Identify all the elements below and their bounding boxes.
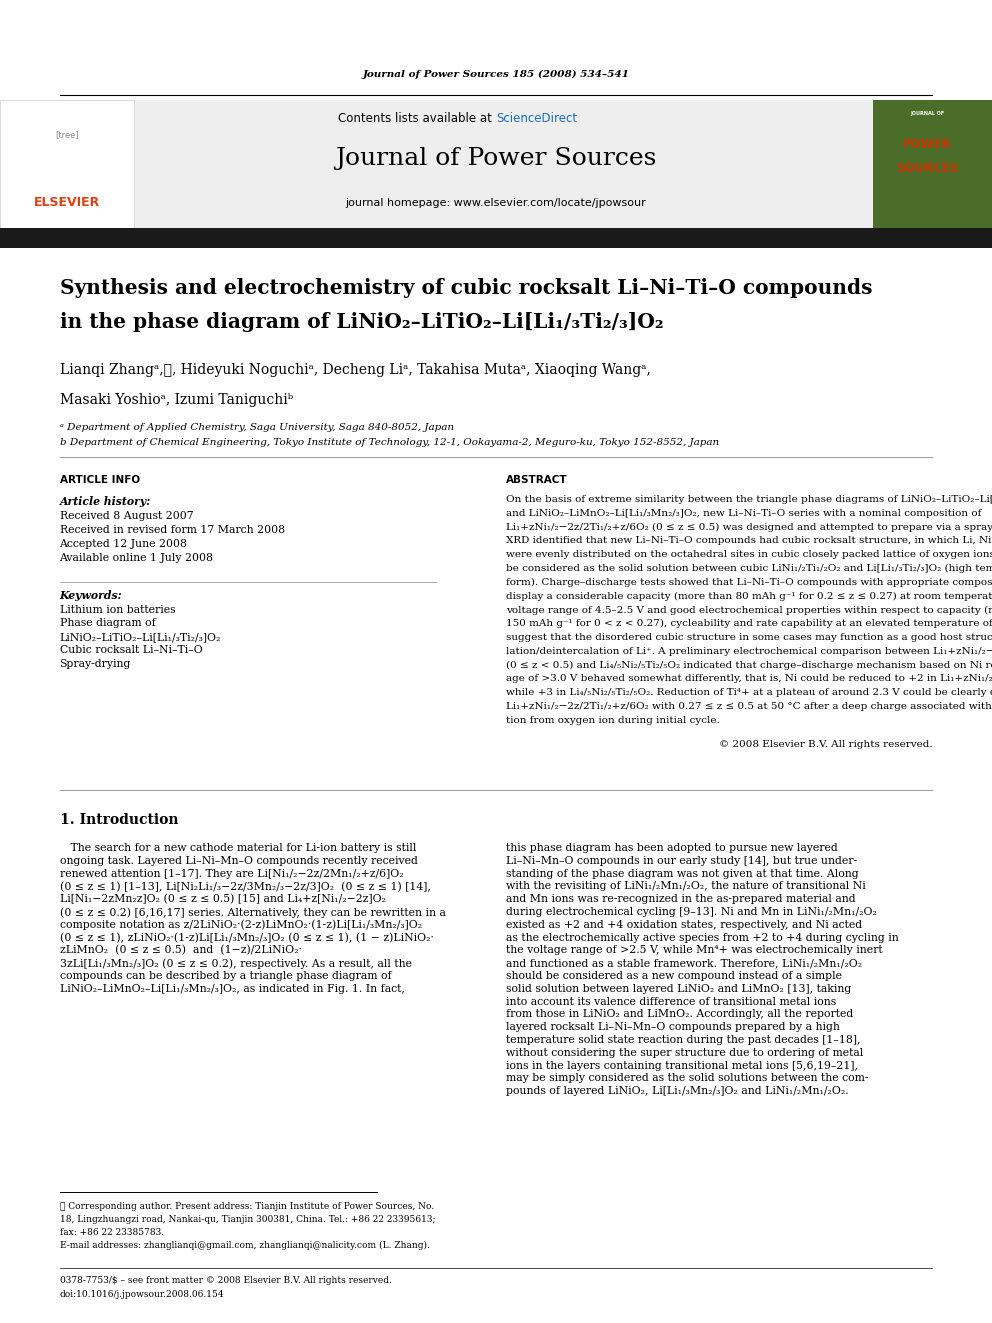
Text: Li₁+zNi₁/₂−2z/2Ti₁/₂+z/6O₂ with 0.27 ≤ z ≤ 0.5 at 50 °C after a deep charge asso: Li₁+zNi₁/₂−2z/2Ti₁/₂+z/6O₂ with 0.27 ≤ z… bbox=[506, 703, 992, 710]
Text: lation/deintercalation of Li⁺. A preliminary electrochemical comparison between : lation/deintercalation of Li⁺. A prelimi… bbox=[506, 647, 992, 656]
Text: (0 ≤ z < 0.5) and Li₄/₅Ni₂/₅Ti₂/₅O₂ indicated that charge–discharge mechanism ba: (0 ≤ z < 0.5) and Li₄/₅Ni₂/₅Ti₂/₅O₂ indi… bbox=[506, 660, 992, 669]
Text: zLiMnO₂  (0 ≤ z ≤ 0.5)  and  (1−z)/2LiNiO₂·: zLiMnO₂ (0 ≤ z ≤ 0.5) and (1−z)/2LiNiO₂· bbox=[60, 946, 302, 955]
Text: Li[Ni₁−2zMn₂z]O₂ (0 ≤ z ≤ 0.5) [15] and Li₄+z[Ni₁/₂−2z]O₂: Li[Ni₁−2zMn₂z]O₂ (0 ≤ z ≤ 0.5) [15] and … bbox=[60, 894, 386, 905]
Text: journal homepage: www.elsevier.com/locate/jpowsour: journal homepage: www.elsevier.com/locat… bbox=[345, 198, 647, 208]
Text: tion from oxygen ion during initial cycle.: tion from oxygen ion during initial cycl… bbox=[506, 716, 719, 725]
Text: ongoing task. Layered Li–Ni–Mn–O compounds recently received: ongoing task. Layered Li–Ni–Mn–O compoun… bbox=[60, 856, 418, 865]
Text: Phase diagram of: Phase diagram of bbox=[60, 618, 156, 628]
Text: should be considered as a new compound instead of a simple: should be considered as a new compound i… bbox=[506, 971, 842, 980]
Text: Lithium ion batteries: Lithium ion batteries bbox=[60, 605, 176, 615]
Text: and LiNiO₂–LiMnO₂–Li[Li₁/₃Mn₂/₃]O₂, new Li–Ni–Ti–O series with a nominal composi: and LiNiO₂–LiMnO₂–Li[Li₁/₃Mn₂/₃]O₂, new … bbox=[506, 509, 981, 517]
Text: ARTICLE INFO: ARTICLE INFO bbox=[60, 475, 140, 486]
Text: into account its valence difference of transitional metal ions: into account its valence difference of t… bbox=[506, 996, 836, 1007]
Text: (0 ≤ z ≤ 1) [1–13], Li[Ni₂Li₁/₃−2z/3Mn₂/₃−2z/3]O₂  (0 ≤ z ≤ 1) [14],: (0 ≤ z ≤ 1) [1–13], Li[Ni₂Li₁/₃−2z/3Mn₂/… bbox=[60, 881, 431, 892]
Text: E-mail addresses: zhanglianqi@gmail.com, zhanglianqi@nalicity.com (L. Zhang).: E-mail addresses: zhanglianqi@gmail.com,… bbox=[60, 1241, 430, 1250]
Text: layered rocksalt Li–Ni–Mn–O compounds prepared by a high: layered rocksalt Li–Ni–Mn–O compounds pr… bbox=[506, 1023, 840, 1032]
Text: doi:10.1016/j.jpowsour.2008.06.154: doi:10.1016/j.jpowsour.2008.06.154 bbox=[60, 1290, 224, 1299]
Text: this phase diagram has been adopted to pursue new layered: this phase diagram has been adopted to p… bbox=[506, 843, 837, 853]
Text: Masaki Yoshioᵃ, Izumi Taniguchiᵇ: Masaki Yoshioᵃ, Izumi Taniguchiᵇ bbox=[60, 393, 293, 407]
Text: Keywords:: Keywords: bbox=[60, 590, 122, 601]
Text: and functioned as a stable framework. Therefore, LiNi₁/₂Mn₁/₂O₂: and functioned as a stable framework. Th… bbox=[506, 958, 862, 968]
Text: Synthesis and electrochemistry of cubic rocksalt Li–Ni–Ti–O compounds: Synthesis and electrochemistry of cubic … bbox=[60, 278, 872, 298]
Bar bbox=[873, 101, 992, 232]
Text: ⋆ Corresponding author. Present address: Tianjin Institute of Power Sources, No.: ⋆ Corresponding author. Present address:… bbox=[60, 1203, 434, 1211]
Text: age of >3.0 V behaved somewhat differently, that is, Ni could be reduced to +2 i: age of >3.0 V behaved somewhat different… bbox=[506, 675, 992, 684]
Text: voltage range of 4.5–2.5 V and good electrochemical properties within respect to: voltage range of 4.5–2.5 V and good elec… bbox=[506, 606, 992, 614]
Text: ᵃ Department of Applied Chemistry, Saga University, Saga 840-8052, Japan: ᵃ Department of Applied Chemistry, Saga … bbox=[60, 423, 453, 433]
Text: were evenly distributed on the octahedral sites in cubic closely packed lattice : were evenly distributed on the octahedra… bbox=[506, 550, 992, 560]
Text: Journal of Power Sources 185 (2008) 534–541: Journal of Power Sources 185 (2008) 534–… bbox=[362, 70, 630, 79]
Text: ELSEVIER: ELSEVIER bbox=[35, 197, 100, 209]
Text: On the basis of extreme similarity between the triangle phase diagrams of LiNiO₂: On the basis of extreme similarity betwe… bbox=[506, 495, 992, 504]
Text: [tree]: [tree] bbox=[56, 131, 79, 139]
Text: temperature solid state reaction during the past decades [1–18],: temperature solid state reaction during … bbox=[506, 1035, 860, 1045]
Text: 3zLi[Li₁/₃Mn₂/₃]O₂ (0 ≤ z ≤ 0.2), respectively. As a result, all the: 3zLi[Li₁/₃Mn₂/₃]O₂ (0 ≤ z ≤ 0.2), respec… bbox=[60, 958, 412, 968]
Text: renewed attention [1–17]. They are Li[Ni₁/₂−2z/2Mn₁/₂+z/6]O₂: renewed attention [1–17]. They are Li[Ni… bbox=[60, 869, 403, 878]
Text: Journal of Power Sources: Journal of Power Sources bbox=[335, 147, 657, 169]
Text: Available online 1 July 2008: Available online 1 July 2008 bbox=[60, 553, 213, 564]
Text: The search for a new cathode material for Li-ion battery is still: The search for a new cathode material fo… bbox=[60, 843, 416, 853]
Text: (0 ≤ z ≤ 1), zLiNiO₂·(1-z)Li[Li₁/₃Mn₂/₃]O₂ (0 ≤ z ≤ 1), (1 − z)LiNiO₂·: (0 ≤ z ≤ 1), zLiNiO₂·(1-z)Li[Li₁/₃Mn₂/₃]… bbox=[60, 933, 434, 943]
Text: Contents lists available at: Contents lists available at bbox=[338, 111, 496, 124]
Text: JOURNAL OF: JOURNAL OF bbox=[911, 111, 944, 115]
Text: ABSTRACT: ABSTRACT bbox=[506, 475, 567, 486]
Text: 0378-7753/$ – see front matter © 2008 Elsevier B.V. All rights reserved.: 0378-7753/$ – see front matter © 2008 El… bbox=[60, 1275, 392, 1285]
Text: compounds can be described by a triangle phase diagram of: compounds can be described by a triangle… bbox=[60, 971, 391, 980]
Text: display a considerable capacity (more than 80 mAh g⁻¹ for 0.2 ≤ z ≤ 0.27) at roo: display a considerable capacity (more th… bbox=[506, 591, 992, 601]
Text: Article history:: Article history: bbox=[60, 496, 151, 507]
Text: be considered as the solid solution between cubic LiNi₁/₂Ti₁/₂O₂ and Li[Li₁/₃Ti₂: be considered as the solid solution betw… bbox=[506, 564, 992, 573]
Text: Cubic rocksalt Li–Ni–Ti–O: Cubic rocksalt Li–Ni–Ti–O bbox=[60, 646, 202, 655]
Text: Received in revised form 17 March 2008: Received in revised form 17 March 2008 bbox=[60, 525, 285, 534]
Text: while +3 in Li₄/₅Ni₂/₅Ti₂/₅O₂. Reduction of Ti⁴+ at a plateau of around 2.3 V co: while +3 in Li₄/₅Ni₂/₅Ti₂/₅O₂. Reduction… bbox=[506, 688, 992, 697]
Bar bbox=[60, 101, 873, 232]
Text: Spray-drying: Spray-drying bbox=[60, 659, 131, 669]
Text: in the phase diagram of LiNiO₂–LiTiO₂–Li[Li₁/₃Ti₂/₃]O₂: in the phase diagram of LiNiO₂–LiTiO₂–Li… bbox=[60, 312, 663, 332]
Text: 1. Introduction: 1. Introduction bbox=[60, 814, 178, 827]
Text: ions in the layers containing transitional metal ions [5,6,19–21],: ions in the layers containing transition… bbox=[506, 1061, 858, 1070]
Text: ScienceDirect: ScienceDirect bbox=[496, 111, 577, 124]
Text: solid solution between layered LiNiO₂ and LiMnO₂ [13], taking: solid solution between layered LiNiO₂ an… bbox=[506, 984, 851, 994]
Text: 18, Lingzhuangzi road, Nankai-qu, Tianjin 300381, China. Tel.: +86 22 23395613;: 18, Lingzhuangzi road, Nankai-qu, Tianji… bbox=[60, 1215, 435, 1224]
Text: Lianqi Zhangᵃ,⋆, Hideyuki Noguchiᵃ, Decheng Liᵃ, Takahisa Mutaᵃ, Xiaoqing Wangᵃ,: Lianqi Zhangᵃ,⋆, Hideyuki Noguchiᵃ, Dech… bbox=[60, 363, 651, 377]
Text: pounds of layered LiNiO₂, Li[Li₁/₃Mn₂/₃]O₂ and LiNi₁/₂Mn₁/₂O₂.: pounds of layered LiNiO₂, Li[Li₁/₃Mn₂/₃]… bbox=[506, 1086, 848, 1097]
Text: during electrochemical cycling [9–13]. Ni and Mn in LiNi₁/₂Mn₁/₂O₂: during electrochemical cycling [9–13]. N… bbox=[506, 908, 877, 917]
Text: suggest that the disordered cubic structure in some cases may function as a good: suggest that the disordered cubic struct… bbox=[506, 632, 992, 642]
Bar bbox=[0, 228, 992, 247]
Text: b Department of Chemical Engineering, Tokyo Institute of Technology, 12-1, Ookay: b Department of Chemical Engineering, To… bbox=[60, 438, 718, 447]
Text: and Mn ions was re-recognized in the as-prepared material and: and Mn ions was re-recognized in the as-… bbox=[506, 894, 855, 904]
Text: composite notation as z/2LiNiO₂·(2-z)LiMnO₂·(1-z)Li[Li₁/₃Mn₂/₃]O₂: composite notation as z/2LiNiO₂·(2-z)LiM… bbox=[60, 919, 422, 930]
Text: standing of the phase diagram was not given at that time. Along: standing of the phase diagram was not gi… bbox=[506, 869, 858, 878]
Text: from those in LiNiO₂ and LiMnO₂. Accordingly, all the reported: from those in LiNiO₂ and LiMnO₂. Accordi… bbox=[506, 1009, 853, 1020]
Text: SOURCES: SOURCES bbox=[896, 161, 959, 175]
Text: fax: +86 22 23385783.: fax: +86 22 23385783. bbox=[60, 1228, 164, 1237]
Text: the voltage range of >2.5 V, while Mn⁴+ was electrochemically inert: the voltage range of >2.5 V, while Mn⁴+ … bbox=[506, 946, 883, 955]
Text: Li₁+zNi₁/₂−2z/2Ti₁/₂+z/6O₂ (0 ≤ z ≤ 0.5) was designed and attempted to prepare v: Li₁+zNi₁/₂−2z/2Ti₁/₂+z/6O₂ (0 ≤ z ≤ 0.5)… bbox=[506, 523, 992, 532]
Text: LiNiO₂–LiTiO₂–Li[Li₁/₃Ti₂/₃]O₂: LiNiO₂–LiTiO₂–Li[Li₁/₃Ti₂/₃]O₂ bbox=[60, 632, 221, 642]
Text: (0 ≤ z ≤ 0.2) [6,16,17] series. Alternatively, they can be rewritten in a: (0 ≤ z ≤ 0.2) [6,16,17] series. Alternat… bbox=[60, 908, 445, 918]
Bar bbox=[0, 101, 134, 232]
Text: XRD identified that new Li–Ni–Ti–O compounds had cubic rocksalt structure, in wh: XRD identified that new Li–Ni–Ti–O compo… bbox=[506, 536, 992, 545]
Text: © 2008 Elsevier B.V. All rights reserved.: © 2008 Elsevier B.V. All rights reserved… bbox=[719, 740, 932, 749]
Text: without considering the super structure due to ordering of metal: without considering the super structure … bbox=[506, 1048, 863, 1058]
Text: Li–Ni–Mn–O compounds in our early study [14], but true under-: Li–Ni–Mn–O compounds in our early study … bbox=[506, 856, 857, 865]
Text: existed as +2 and +4 oxidation states, respectively, and Ni acted: existed as +2 and +4 oxidation states, r… bbox=[506, 919, 862, 930]
Text: Accepted 12 June 2008: Accepted 12 June 2008 bbox=[60, 538, 187, 549]
Text: 150 mAh g⁻¹ for 0 < z < 0.27), cycleability and rate capability at an elevated t: 150 mAh g⁻¹ for 0 < z < 0.27), cycleabil… bbox=[506, 619, 992, 628]
Text: LiNiO₂–LiMnO₂–Li[Li₁/₃Mn₂/₃]O₂, as indicated in Fig. 1. In fact,: LiNiO₂–LiMnO₂–Li[Li₁/₃Mn₂/₃]O₂, as indic… bbox=[60, 984, 405, 994]
Text: form). Charge–discharge tests showed that Li–Ni–Ti–O compounds with appropriate : form). Charge–discharge tests showed tha… bbox=[506, 578, 992, 587]
Text: Received 8 August 2007: Received 8 August 2007 bbox=[60, 511, 193, 521]
Text: as the electrochemically active species from +2 to +4 during cycling in: as the electrochemically active species … bbox=[506, 933, 899, 942]
Text: may be simply considered as the solid solutions between the com-: may be simply considered as the solid so… bbox=[506, 1073, 868, 1084]
Text: with the revisiting of LiNi₁/₂Mn₁/₂O₂, the nature of transitional Ni: with the revisiting of LiNi₁/₂Mn₁/₂O₂, t… bbox=[506, 881, 866, 892]
Text: POWER: POWER bbox=[903, 139, 952, 152]
